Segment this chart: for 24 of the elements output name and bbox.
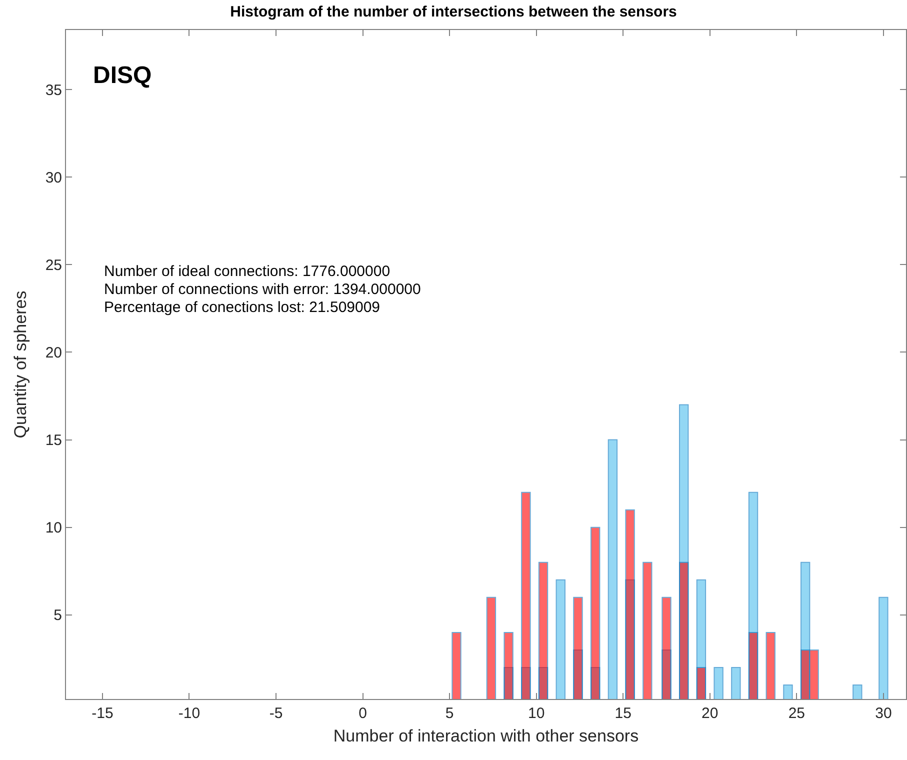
y-tick-label: 35 xyxy=(45,82,62,99)
x-tick-label: 30 xyxy=(875,705,892,722)
x-tick-label: 0 xyxy=(358,705,367,722)
annotation: DISQ xyxy=(93,62,152,89)
x-axis-title: Number of interaction with other sensors xyxy=(333,726,639,746)
x-tick-label: 10 xyxy=(528,705,545,722)
chart-title: Histogram of the number of intersections between the sensors xyxy=(230,4,677,21)
y-axis-title: Quantity of spheres xyxy=(10,290,30,438)
x-tick-label: -10 xyxy=(178,705,200,722)
x-tick-label: 25 xyxy=(788,705,806,722)
x-tick-label: 20 xyxy=(702,705,718,722)
y-tick-label: 20 xyxy=(45,344,62,362)
annotation: Number of connections with error: 1394.000000 xyxy=(104,281,421,298)
y-tick-label: 10 xyxy=(45,520,62,537)
y-tick-label: 15 xyxy=(45,432,62,450)
y-tick-label: 30 xyxy=(45,169,62,186)
annotation: Percentage of conections lost: 21.509009 xyxy=(104,299,380,316)
x-tick-label: 5 xyxy=(445,705,454,722)
y-tick-label: 25 xyxy=(45,256,62,274)
x-tick-label: 15 xyxy=(614,705,632,722)
y-tick-label: 5 xyxy=(54,607,62,624)
x-tick-label: -15 xyxy=(92,705,114,722)
annotation: Number of ideal connections: 1776.000000 xyxy=(104,263,390,280)
x-tick-label: -5 xyxy=(269,705,283,722)
